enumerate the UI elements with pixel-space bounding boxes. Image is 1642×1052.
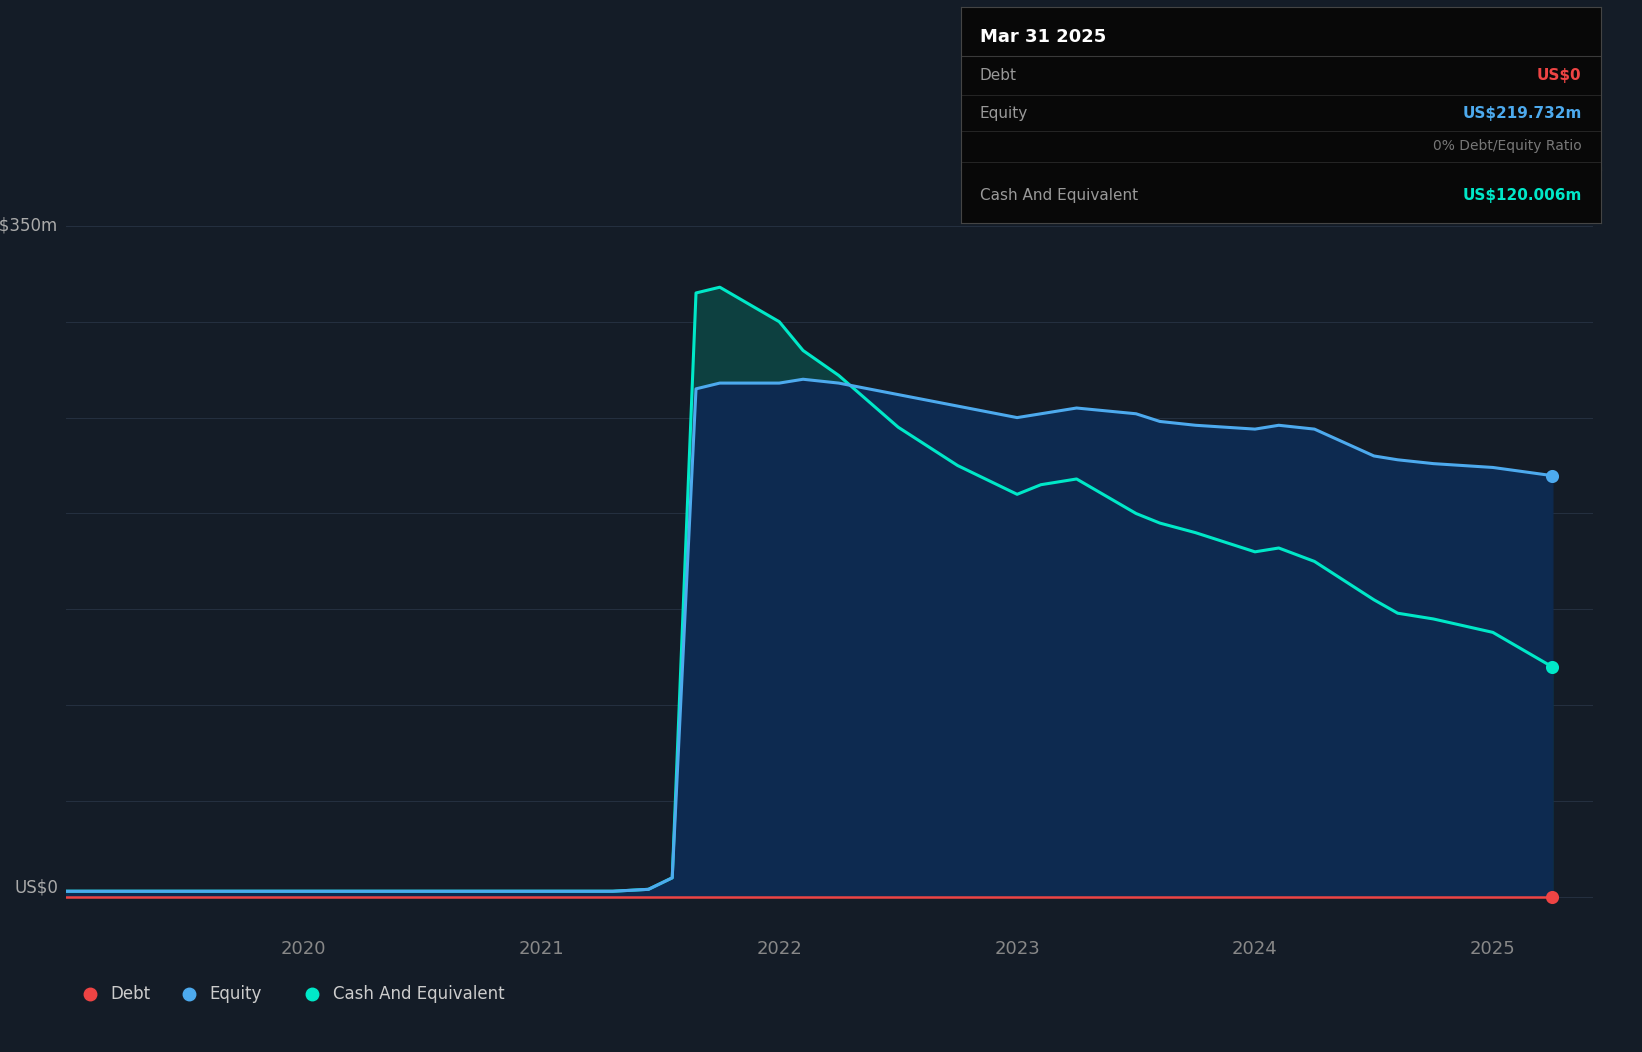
Text: US$0: US$0	[15, 878, 57, 896]
Text: US$219.732m: US$219.732m	[1463, 106, 1581, 121]
Text: US$0: US$0	[1537, 68, 1581, 83]
Point	[1539, 889, 1565, 906]
Point	[1539, 467, 1565, 484]
Text: US$350m: US$350m	[0, 217, 57, 235]
Text: Mar 31 2025: Mar 31 2025	[980, 27, 1107, 45]
Text: Debt: Debt	[980, 68, 1016, 83]
Text: Cash And Equivalent: Cash And Equivalent	[333, 985, 504, 1004]
Text: US$120.006m: US$120.006m	[1463, 187, 1581, 203]
Point	[1539, 659, 1565, 675]
Text: Debt: Debt	[112, 985, 151, 1004]
Text: Cash And Equivalent: Cash And Equivalent	[980, 187, 1138, 203]
Text: Equity: Equity	[210, 985, 261, 1004]
Text: 0% Debt/Equity Ratio: 0% Debt/Equity Ratio	[1433, 139, 1581, 153]
Text: Equity: Equity	[980, 106, 1028, 121]
